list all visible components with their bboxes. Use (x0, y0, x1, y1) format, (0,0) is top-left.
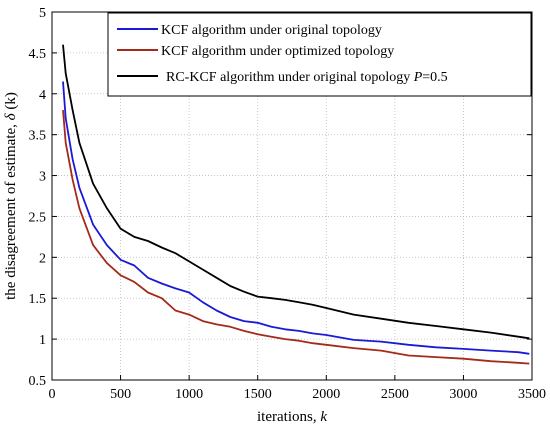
y-axis-ticks: 0.5 1 1.5 2 2.5 3 3.5 4 4.5 5 (29, 6, 532, 389)
legend-box (107, 12, 532, 97)
x-tick-label: 2000 (312, 387, 340, 402)
series-lines (62, 44, 530, 365)
x-tick-label: 3500 (518, 387, 546, 402)
legend-label-kcf-original: KCF algorithm under original topology (161, 23, 382, 38)
y-tick-label: 1.5 (29, 292, 47, 307)
y-axis-label: the disagreement of estimate, δ (k) (3, 92, 19, 300)
plot-frame (51, 11, 533, 381)
y-tick-label: 2 (39, 251, 46, 266)
legend: KCF algorithm under original topology KC… (107, 12, 532, 97)
y-tick-label: 3 (39, 170, 46, 185)
x-axis-label: iterations, k (257, 409, 327, 425)
legend-label-kcf-optimized: KCF algorithm under optimized topology (161, 44, 394, 59)
series-line-kcf-original (62, 81, 530, 355)
y-tick-label: 4.5 (29, 47, 47, 62)
series-line-rc-kcf-original (62, 44, 530, 340)
x-axis-ticks: 0 500 1000 1500 2000 2500 3000 3500 (49, 12, 546, 402)
legend-label-rc-kcf-original: RC-KCF algorithm under original topology… (166, 70, 448, 85)
y-tick-label: 4 (39, 88, 46, 103)
y-tick-label: 5 (39, 6, 46, 21)
series-line-kcf-optimized (62, 110, 530, 365)
x-tick-label: 3000 (449, 387, 477, 402)
x-tick-label: 1500 (244, 387, 272, 402)
x-tick-label: 2500 (381, 387, 409, 402)
x-tick-label: 1000 (175, 387, 203, 402)
y-tick-label: 3.5 (29, 129, 47, 144)
y-tick-label: 2.5 (29, 210, 47, 225)
y-tick-label: 0.5 (29, 374, 47, 389)
x-tick-label: 0 (49, 387, 56, 402)
x-tick-label: 500 (110, 387, 131, 402)
y-tick-label: 1 (39, 333, 46, 348)
